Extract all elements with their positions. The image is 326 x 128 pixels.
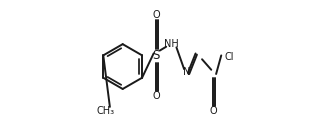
Text: N: N	[183, 67, 190, 77]
Text: O: O	[210, 106, 217, 116]
Text: Cl: Cl	[224, 52, 234, 62]
Text: S: S	[152, 49, 160, 62]
Text: NH: NH	[164, 39, 179, 49]
Text: CH₃: CH₃	[97, 106, 115, 116]
Text: O: O	[152, 10, 160, 20]
Text: O: O	[152, 91, 160, 101]
